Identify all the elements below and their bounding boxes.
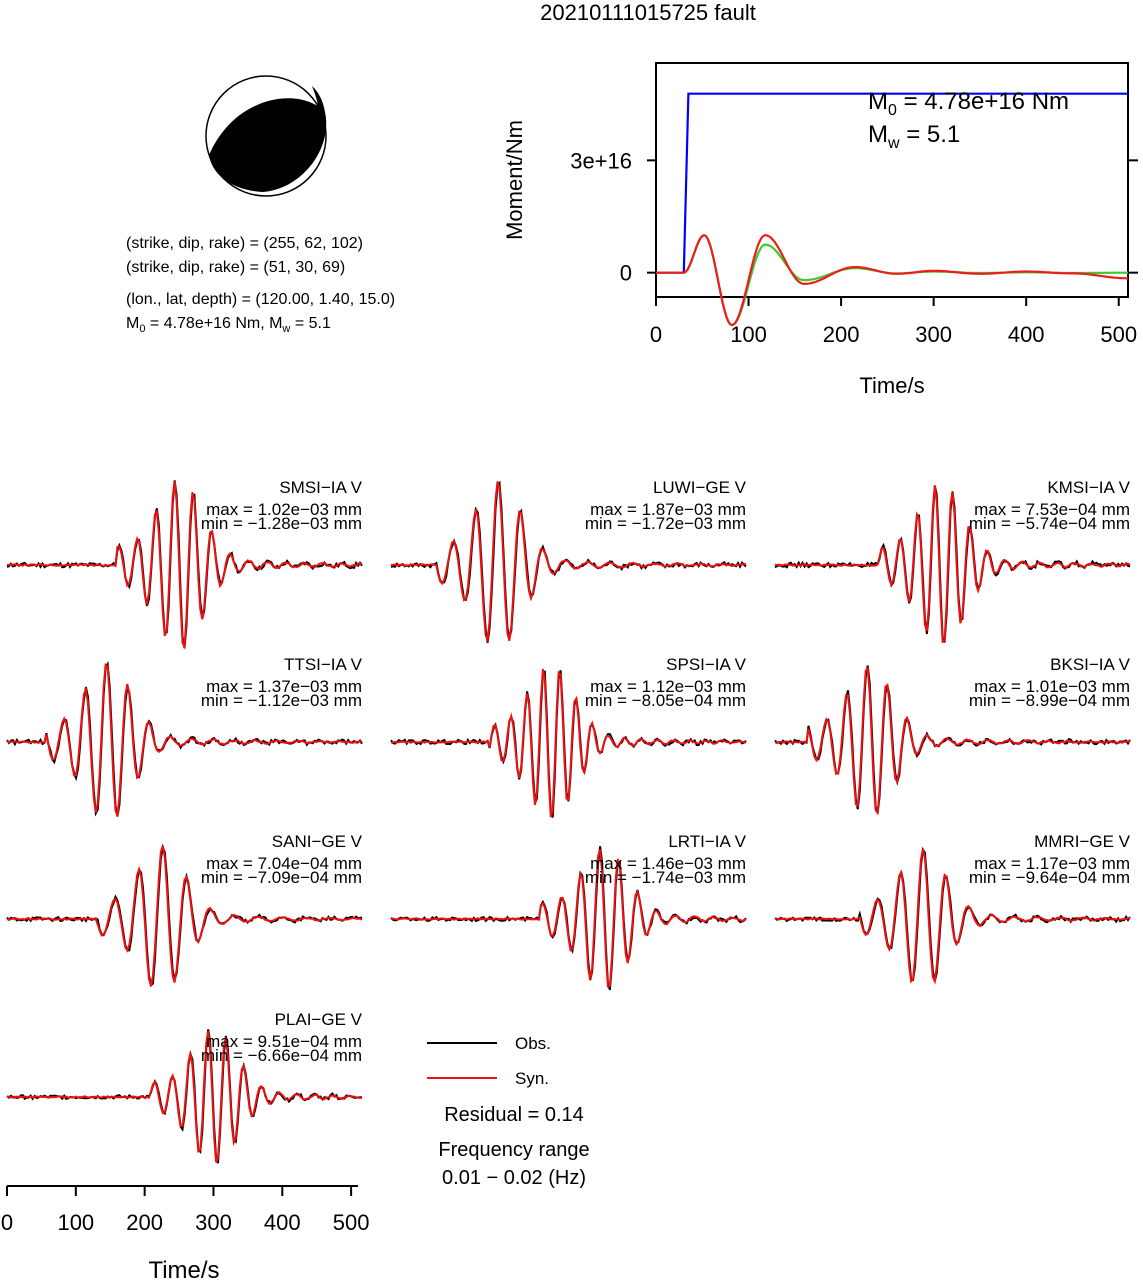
legend-syn-label: Syn. — [515, 1069, 549, 1088]
station-name: MMRI−GE V — [1034, 832, 1131, 851]
legend-obs-label: Obs. — [515, 1034, 551, 1053]
station-name: SANI−GE V — [272, 832, 363, 851]
moment-chart-frame — [655, 62, 1129, 298]
synthetic-waveform — [774, 848, 1130, 985]
frequency-range: 0.01 − 0.02 (Hz) — [442, 1167, 586, 1189]
waveform-xlabel: Time/s — [148, 1257, 219, 1281]
station-name: BKSI−IA V — [1050, 655, 1131, 674]
synthetic-waveform — [390, 668, 747, 818]
moment-rate-line-green — [656, 233, 1128, 327]
station-name: PLAI−GE V — [275, 1010, 363, 1029]
station-max: max = 1.46e−03 mm — [590, 854, 746, 873]
residual-text: Residual = 0.14 — [444, 1104, 584, 1126]
moment-rate-line-red — [656, 233, 1128, 327]
synthetic-waveform — [774, 665, 1131, 816]
station-name: TTSI−IA V — [284, 655, 363, 674]
station-name: LUWI−GE V — [653, 478, 747, 497]
moment-annotation-mw: Mw = 5.1 — [868, 121, 960, 152]
station-max: max = 7.04e−04 mm — [206, 854, 362, 873]
synthetic-waveform — [774, 485, 1131, 644]
moment-chart: 0 100 200 300 400 500 0 3e+16 Moment/Nm Time/s… — [502, 62, 1138, 398]
figure-title: 20210111015725 fault — [540, 0, 756, 25]
waveform-xtick-label: 200 — [126, 1210, 163, 1235]
waveform-xtick-label: 500 — [333, 1210, 370, 1235]
waveform-xtick-label: 0 — [1, 1210, 13, 1235]
station-min: min = −1.72e−03 mm — [585, 514, 746, 533]
beachball-icon — [205, 75, 327, 197]
beachball-nodal-plane-1: (strike, dip, rake) = (255, 62, 102) — [126, 235, 363, 252]
station-max: max = 7.53e−04 mm — [974, 500, 1130, 519]
legend: Obs. Syn. Residual = 0.14 Frequency rang… — [427, 1034, 590, 1189]
station-min: min = −8.99e−04 mm — [969, 691, 1130, 710]
station-min: min = −1.28e−03 mm — [201, 514, 362, 533]
waveform-time-axis: 0 100 200 300 400 500 Time/s — [1, 1185, 370, 1281]
moment-ytick-label: 3e+16 — [570, 148, 632, 173]
frequency-label: Frequency range — [438, 1139, 589, 1161]
moment-ytick-label: 0 — [620, 261, 632, 286]
moment-xtick-label: 300 — [915, 322, 952, 347]
beachball-location: (lon., lat, depth) = (120.00, 1.40, 15.0… — [126, 291, 395, 308]
moment-xtick-label: 200 — [823, 322, 860, 347]
station-min: min = −5.74e−04 mm — [969, 514, 1130, 533]
moment-ylabel: Moment/Nm — [502, 120, 527, 240]
station-min: min = −8.05e−04 mm — [585, 691, 746, 710]
moment-cumulative-line — [656, 92, 1128, 274]
observed-waveform — [390, 670, 747, 818]
station-max: max = 1.02e−03 mm — [206, 500, 362, 519]
station-min: min = −9.64e−04 mm — [969, 868, 1130, 887]
synthetic-waveform — [6, 845, 363, 987]
station-min: min = −7.09e−04 mm — [201, 868, 362, 887]
waveform-xtick-label: 400 — [264, 1210, 301, 1235]
moment-annotation-m0: M0 = 4.78e+16 Nm — [868, 88, 1069, 119]
moment-xtick-label: 0 — [650, 322, 662, 347]
synthetic-waveform — [6, 662, 363, 817]
station-name: SPSI−IA V — [666, 655, 747, 674]
station-max: max = 1.17e−03 mm — [974, 854, 1130, 873]
station-max: max = 1.87e−03 mm — [590, 500, 746, 519]
beachball-compressional-quadrant — [209, 98, 327, 192]
station-max: max = 1.12e−03 mm — [590, 677, 746, 696]
station-name: LRTI−IA V — [668, 832, 746, 851]
waveform-xtick-label: 300 — [195, 1210, 232, 1235]
station-name: KMSI−IA V — [1047, 478, 1130, 497]
station-min: min = −1.12e−03 mm — [201, 691, 362, 710]
moment-xtick-label: 400 — [1008, 322, 1045, 347]
waveform-xtick-label: 100 — [57, 1210, 94, 1235]
station-max: max = 9.51e−04 mm — [206, 1032, 362, 1051]
synthetic-waveform — [390, 849, 747, 988]
moment-xtick-label: 500 — [1100, 322, 1137, 347]
synthetic-waveform — [390, 481, 747, 644]
synthetic-waveform — [7, 1031, 363, 1163]
station-min: min = −1.74e−03 mm — [585, 868, 746, 887]
beachball-nodal-plane-2: (strike, dip, rake) = (51, 30, 69) — [126, 259, 345, 276]
beachball-compressional-sliver — [312, 86, 325, 118]
station-max: max = 1.37e−03 mm — [206, 677, 362, 696]
moment-xtick-label: 100 — [730, 322, 767, 347]
beachball-moment: M0 = 4.78e+16 Nm, Mw = 5.1 — [126, 315, 331, 335]
moment-xlabel: Time/s — [859, 373, 924, 398]
station-min: min = −6.66e−04 mm — [201, 1046, 362, 1065]
station-max: max = 1.01e−03 mm — [974, 677, 1130, 696]
station-name: SMSI−IA V — [279, 478, 362, 497]
synthetic-waveform — [7, 481, 363, 651]
